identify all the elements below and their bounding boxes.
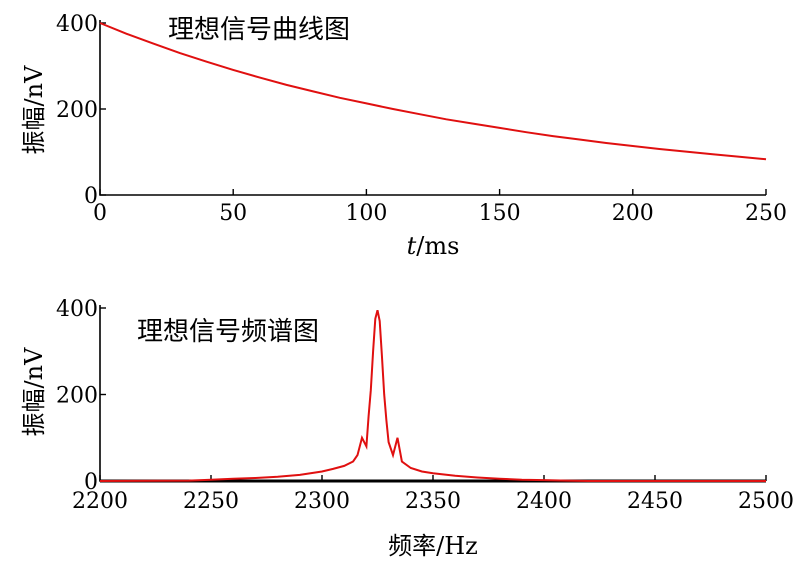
x-axis-label: 频率/Hz (388, 532, 478, 560)
x-tick-label: 2400 (516, 489, 572, 514)
x-tick-label: 2200 (72, 489, 128, 514)
time-domain-chart: 理想信号曲线图 振幅/nV t/ms 0 50 100 150 200 250 0 200 40… (20, 12, 787, 260)
x-tick-label: 250 (745, 201, 787, 226)
y-axis-label: 振幅/nV (20, 65, 48, 155)
x-tick-label: 200 (612, 201, 654, 226)
x-axis-label-unit: /ms (416, 232, 459, 260)
x-tick-label: 0 (93, 201, 107, 226)
chart-title: 理想信号曲线图 (168, 15, 350, 45)
x-tick-label: 2350 (405, 489, 461, 514)
chart-title: 理想信号频谱图 (137, 317, 319, 347)
y-tick-label: 400 (56, 297, 98, 322)
frequency-spectrum-chart: 理想信号频谱图 振幅/nV 频率/Hz 2200 2250 2300 2350 2400… (20, 297, 794, 560)
x-axis-label: t/ms (407, 232, 460, 260)
x-tick-label: 2250 (183, 489, 239, 514)
x-axis-label-italic: t (407, 232, 417, 260)
series-line (99, 22, 767, 161)
x-tick-label: 2500 (738, 489, 794, 514)
y-tick-label: 0 (84, 470, 98, 495)
series-line (99, 309, 766, 482)
axis-frame-top (99, 20, 766, 196)
y-tick-label: 400 (56, 12, 98, 37)
x-tick-label: 50 (219, 201, 247, 226)
y-tick-label: 200 (56, 98, 98, 123)
x-tick-label: 150 (479, 201, 521, 226)
y-tick-label: 0 (84, 184, 98, 209)
y-tick-label: 200 (56, 384, 98, 409)
x-tick-label: 2450 (627, 489, 683, 514)
y-axis-label: 振幅/nV (20, 347, 48, 437)
x-tick-label: 2300 (294, 489, 350, 514)
x-tick-label: 100 (345, 201, 387, 226)
